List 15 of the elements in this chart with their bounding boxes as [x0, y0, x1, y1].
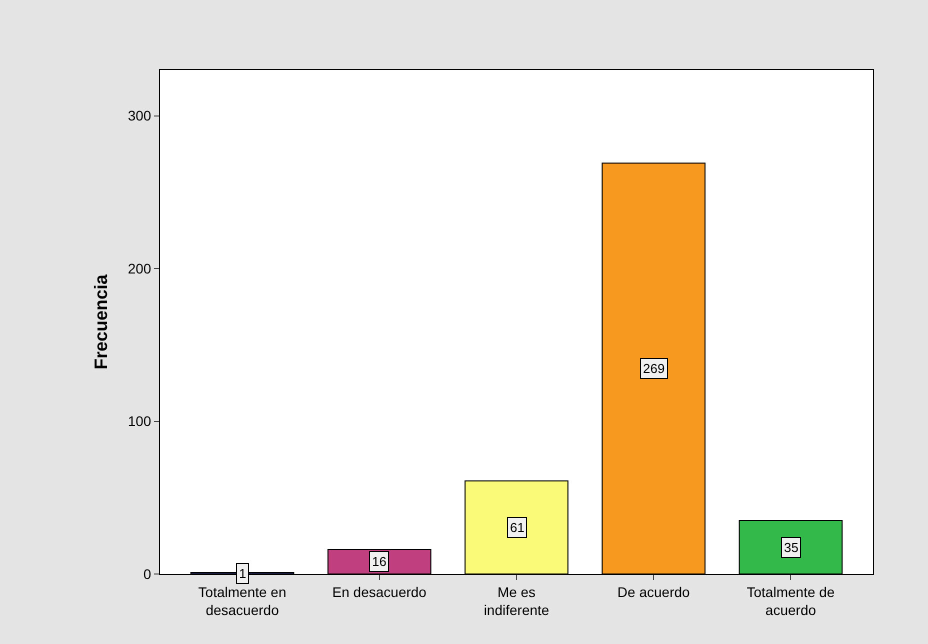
x-tick-label: Totalmente en desacuerdo	[198, 584, 286, 618]
y-tick-label: 300	[128, 108, 152, 124]
x-tick-label: En desacuerdo	[332, 584, 427, 600]
y-tick-label: 100	[128, 413, 152, 430]
y-tick-label: 0	[143, 566, 152, 582]
x-tick-label: Totalmente de acuerdo	[746, 584, 835, 618]
data-label: 61	[510, 520, 524, 535]
y-axis-title: Frecuencia	[91, 273, 112, 370]
x-tick-label: Me es indiferente	[484, 584, 550, 618]
x-tick-label: De acuerdo	[617, 584, 690, 600]
y-tick-label: 200	[128, 260, 152, 276]
data-label: 16	[372, 554, 386, 569]
data-label: 1	[239, 566, 246, 581]
data-label: 35	[784, 540, 798, 555]
data-label: 269	[643, 361, 665, 376]
